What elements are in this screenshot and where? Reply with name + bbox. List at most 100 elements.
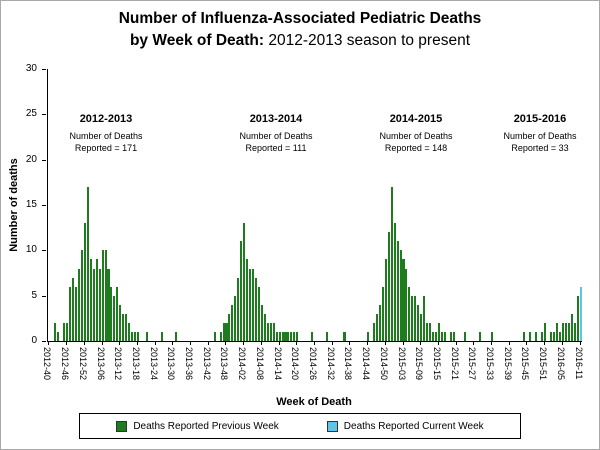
bar-previous-week [296,331,299,341]
x-tick-mark [455,341,457,345]
x-tick-mark [420,341,422,345]
bar-previous-week [287,331,290,341]
bar-previous-week [225,322,228,341]
x-tick-mark [83,341,85,345]
bar-previous-week [293,331,296,341]
x-tick-mark [66,341,68,345]
bar-previous-week [417,304,420,341]
legend: Deaths Reported Previous Week Deaths Rep… [79,413,521,439]
x-tick-label: 2014-44 [361,347,372,381]
green-square-icon [116,420,128,432]
bar-previous-week [110,286,113,341]
bar-previous-week [529,331,532,341]
x-tick-mark [402,341,404,345]
bar-previous-week [252,268,255,341]
y-tick-label: 20 [25,153,37,165]
bar-previous-week [98,268,101,341]
y-tick-label: 15 [25,199,37,210]
chart-title-line2-bold: by Week of Death: [129,32,269,49]
x-tick-mark [437,341,439,345]
x-tick-label: 2016-05 [555,347,566,381]
bar-previous-week [550,331,553,341]
bar-previous-week [54,322,57,341]
x-tick-label: 2015-03 [396,347,407,381]
bar-previous-week [564,322,567,341]
bar-previous-week [284,331,287,341]
bar-previous-week [116,286,119,341]
legend-label-previous-week: Deaths Reported Previous Week [133,420,279,432]
season-note-line2: Reported = 33 [511,143,569,153]
season-name: 2013-2014 [249,113,303,125]
bar-previous-week [257,286,260,341]
bar-previous-week [249,268,252,341]
bar-previous-week [573,322,576,341]
chart-title-line1: Number of Influenza-Associated Pediatric… [118,10,482,27]
y-tick-label: 5 [31,289,37,301]
bar-previous-week [396,241,399,341]
y-tick-label: 0 [31,335,37,346]
season-note-line1: Number of Deaths [239,131,313,141]
bar-previous-week [57,331,60,341]
bar-previous-week [372,322,376,341]
bar-previous-week [440,331,443,341]
bar-previous-week [160,331,163,341]
y-tick-mark [42,341,46,342]
bar-previous-week [570,313,573,341]
bar-previous-week [134,331,137,341]
bar-previous-week [555,322,558,341]
bar-previous-week [80,250,83,341]
bar-previous-week [420,313,423,341]
bar-previous-week [131,331,134,341]
cyan-square-icon [326,420,338,432]
x-tick-mark [260,341,262,345]
x-tick-mark [314,341,315,345]
bar-previous-week [69,286,72,341]
season-annotation-2014-2015: 2014-2015 Number of Deaths Reported = 14… [356,113,476,154]
x-tick-label: 2015-45 [520,347,531,381]
bar-previous-week [523,331,526,341]
x-tick-label: 2015-21 [449,347,460,381]
x-tick-mark [526,341,528,345]
y-tick-mark [42,295,46,297]
x-tick-label: 2015-33 [485,347,496,381]
bar-previous-week [231,304,234,341]
x-tick-mark [473,341,475,345]
x-tick-mark [154,341,156,345]
bar-previous-week [263,313,266,341]
season-note-line1: Number of Deaths [503,131,577,141]
y-tick-mark [42,159,46,161]
x-tick-label: 2014-08 [254,347,265,381]
x-tick-label: 2012-46 [60,347,71,381]
bar-previous-week [107,268,110,341]
season-name: 2014-2015 [389,113,443,125]
x-tick-label: 2013-36 [184,347,195,381]
bar-previous-week [405,268,408,341]
y-tick-mark [42,205,46,206]
bar-previous-week [535,331,538,341]
bar-current-week [579,286,582,341]
season-annotation-2013-2014: 2013-2014 Number of Deaths Reported = 11… [216,113,336,154]
bar-previous-week [393,223,396,341]
bar-previous-week [431,331,435,341]
season-note-line1: Number of Deaths [69,131,143,141]
bar-previous-week [75,286,78,341]
bar-previous-week [402,259,405,341]
x-tick-mark [384,341,386,345]
bar-previous-week [243,223,246,341]
bar-previous-week [375,313,378,341]
x-axis-title: Week of Death [276,396,352,408]
x-tick-mark [243,341,245,345]
bar-previous-week [281,331,284,341]
x-tick-mark [508,341,510,345]
bar-previous-week [423,295,426,341]
x-tick-mark [349,341,351,345]
x-tick-label: 2013-42 [201,347,212,381]
bar-previous-week [272,322,275,341]
x-tick-label: 2015-39 [502,347,513,381]
bar-previous-week [260,304,263,341]
x-tick-label: 2014-38 [343,347,354,381]
bar-previous-week [92,268,95,341]
bar-previous-week [66,322,69,341]
x-tick-mark [136,341,138,345]
